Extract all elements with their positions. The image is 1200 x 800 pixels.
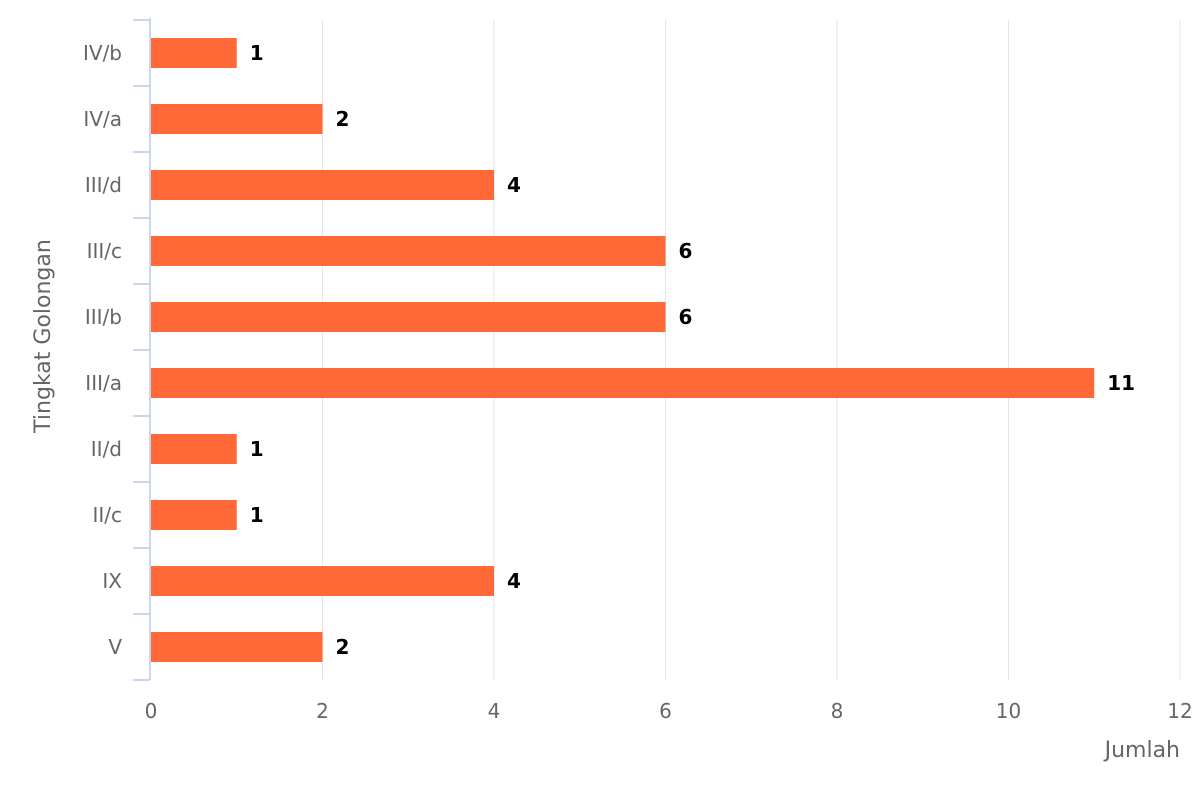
category-label: IV/b xyxy=(83,41,122,65)
bar xyxy=(151,632,323,662)
bars xyxy=(151,38,1095,662)
category-label: III/a xyxy=(85,371,122,395)
x-tick-label: 12 xyxy=(1167,699,1192,723)
category-label: V xyxy=(108,635,122,659)
data-label: 6 xyxy=(679,305,693,329)
x-tick-label: 6 xyxy=(659,699,672,723)
bar xyxy=(151,104,323,134)
bar xyxy=(151,236,666,266)
bar xyxy=(151,500,237,530)
category-label: III/c xyxy=(87,239,122,263)
data-label: 4 xyxy=(507,569,521,593)
data-label: 6 xyxy=(679,239,693,263)
bar xyxy=(151,368,1095,398)
data-label: 1 xyxy=(250,41,264,65)
x-tick-label: 0 xyxy=(145,699,158,723)
category-label: IX xyxy=(102,569,122,593)
bar xyxy=(151,302,666,332)
bar xyxy=(151,38,237,68)
data-label: 11 xyxy=(1107,371,1135,395)
x-axis-title: Jumlah xyxy=(1103,738,1180,763)
data-label: 2 xyxy=(336,635,350,659)
bar xyxy=(151,170,494,200)
category-label: II/d xyxy=(91,437,122,461)
y-axis-title: Tingkat Golongan xyxy=(31,239,56,434)
bar xyxy=(151,434,237,464)
category-label: III/b xyxy=(85,305,122,329)
x-tick-label: 2 xyxy=(316,699,329,723)
axes xyxy=(133,18,151,681)
category-label: III/d xyxy=(85,173,122,197)
category-label: II/c xyxy=(92,503,122,527)
x-tick-label: 8 xyxy=(831,699,844,723)
category-label: IV/a xyxy=(83,107,122,131)
data-label: 2 xyxy=(336,107,350,131)
x-tick-label: 4 xyxy=(488,699,501,723)
data-label: 1 xyxy=(250,437,264,461)
data-label: 4 xyxy=(507,173,521,197)
x-tick-label: 10 xyxy=(996,699,1021,723)
bar xyxy=(151,566,494,596)
data-label: 1 xyxy=(250,503,264,527)
